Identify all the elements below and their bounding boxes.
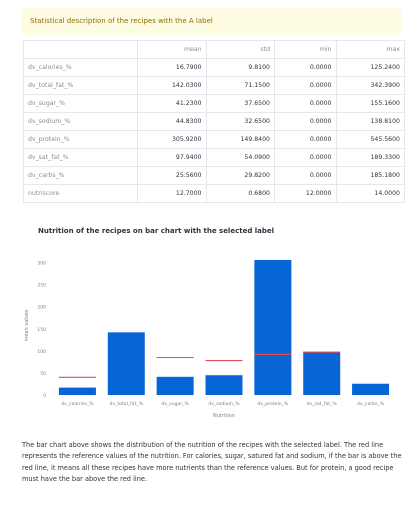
stats-table: mean std min max dv_calories_% 16.7900 9.8…	[23, 40, 405, 203]
alert-text: Statistical description of the recipes w…	[30, 17, 213, 25]
x-tick-label: dv_total_fat_%	[109, 401, 143, 407]
chart-title: Nutrition of the recipes on bar chart wi…	[38, 227, 275, 235]
bar-dv-carbs--	[352, 383, 390, 395]
x-tick-label: dv_carbs_%	[357, 401, 385, 407]
y-tick-label: 0	[43, 393, 46, 399]
x-tick-label: dv_sat_fat_%	[307, 401, 338, 407]
row-label: nutriscore	[23, 184, 138, 203]
bar-dv-calories--	[58, 387, 96, 395]
bar-dv-total-fat--	[107, 332, 145, 395]
table-cell: 12.7000	[137, 184, 207, 203]
table-cell: 14.0000	[335, 184, 405, 203]
bar-chart: 0 50 100 150 200 250 300 mean values dv_calories…	[24, 260, 390, 419]
y-tick-label: 300	[37, 261, 46, 267]
y-tick-label: 100	[37, 349, 46, 355]
table-row: dv_sugar_% 41.2300 37.6500 0.0000 155.1600	[23, 94, 405, 113]
bar-dv-sodium--	[205, 375, 243, 395]
table-row: dv_sodium_% 44.8300 32.6500 0.0000 138.8100	[23, 112, 405, 131]
x-tick-label: dv_protein_%	[257, 401, 289, 407]
table-row: dv_sat_fat_% 97.9400 54.0900 0.0000 189.3300	[23, 148, 405, 167]
x-axis-label: Nutrition	[213, 413, 235, 419]
info-alert: Statistical description of the recipes w…	[21, 8, 402, 35]
bar-dv-sugar--	[156, 376, 194, 395]
x-tick-label: dv_calories_%	[61, 401, 94, 407]
table-row: nutriscore 12.7000 0.6800 12.0000 14.0000	[23, 184, 405, 203]
chart-description: The bar chart above shows the distributi…	[22, 441, 402, 484]
y-tick-label: 150	[37, 327, 46, 333]
table-row: dv_protein_% 305.9200 149.8400 0.0000 545.56…	[23, 130, 405, 149]
y-axis-label: mean values	[24, 309, 30, 341]
bar-dv-sat-fat--	[303, 351, 341, 395]
y-tick-label: 200	[37, 305, 46, 311]
bar-dv-protein--	[254, 260, 292, 395]
x-tick-label: dv_sodium_%	[208, 401, 240, 407]
y-tick-label: 250	[37, 283, 46, 289]
y-tick-label: 50	[40, 371, 46, 377]
x-tick-label: dv_sugar_%	[161, 401, 189, 407]
table-cell: 0.6800	[205, 184, 275, 203]
